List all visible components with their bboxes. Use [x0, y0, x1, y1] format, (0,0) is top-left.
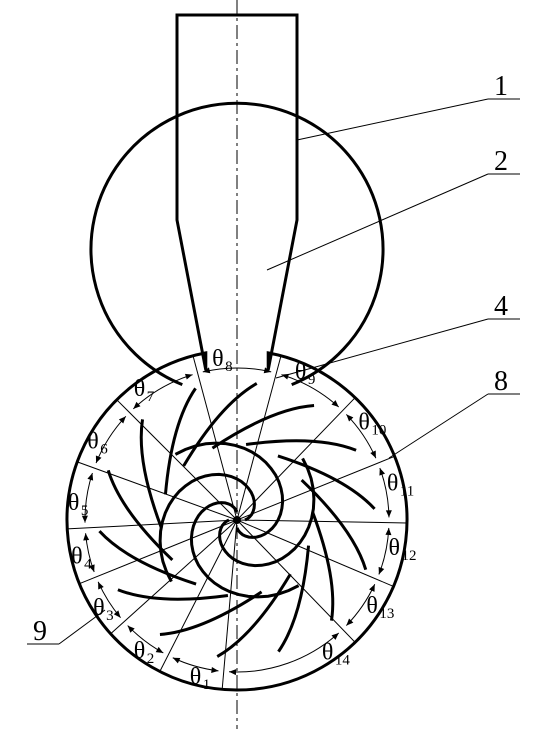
theta-label: θ — [212, 346, 224, 372]
callout-leader — [276, 319, 488, 378]
radial-line — [67, 520, 237, 529]
theta-sub: 12 — [402, 548, 417, 564]
theta-sub: 10 — [371, 423, 386, 439]
theta-sub: 6 — [100, 441, 108, 457]
theta-sub: 7 — [147, 389, 155, 405]
callout-number: 1 — [494, 71, 508, 102]
theta-label: θ — [87, 428, 99, 454]
diffuser-vane — [118, 590, 228, 600]
theta-sub: 11 — [400, 484, 414, 500]
diffuser-vane — [99, 531, 196, 584]
radial-line — [79, 520, 237, 584]
callout-leader — [59, 610, 105, 644]
radial-line — [237, 520, 407, 523]
diffuser-vane — [246, 441, 356, 451]
callout-leader — [267, 174, 488, 270]
theta-label: θ — [190, 664, 202, 690]
diffuser-vane — [141, 419, 161, 528]
callout-number: 4 — [494, 291, 508, 322]
theta-sub: 14 — [335, 653, 351, 669]
callout-number: 2 — [494, 146, 508, 177]
radial-line — [237, 356, 281, 520]
theta-label: θ — [134, 638, 146, 664]
theta-sub: 9 — [308, 372, 316, 388]
theta-label: θ — [71, 543, 83, 569]
diffuser-vane — [165, 388, 195, 494]
theta-sub: 13 — [379, 606, 394, 622]
theta-label: θ — [387, 471, 399, 497]
impeller-hub — [233, 516, 241, 524]
theta-sub: 2 — [147, 651, 155, 667]
theta-label: θ — [366, 593, 378, 619]
callout-number: 9 — [33, 616, 47, 647]
diffuser-vane — [278, 456, 375, 509]
theta-sub: 5 — [81, 503, 89, 519]
sector-arc — [379, 528, 389, 575]
radial-line — [77, 462, 237, 520]
theta-sub: 8 — [225, 359, 233, 375]
callout-leader — [389, 394, 488, 458]
impeller-blade — [220, 458, 314, 565]
theta-label: θ — [358, 410, 370, 436]
theta-sub: 4 — [84, 556, 92, 572]
diffuser-vane — [184, 383, 257, 465]
theta-sub: 1 — [203, 677, 211, 693]
callout-leader — [297, 99, 488, 140]
theta-sub: 3 — [106, 608, 114, 624]
radial-line — [237, 456, 395, 520]
theta-label: θ — [389, 535, 401, 561]
theta-label: θ — [322, 640, 334, 666]
diffuser-vane — [278, 546, 308, 652]
theta-label: θ — [134, 376, 146, 402]
callout-number: 8 — [494, 366, 508, 397]
radial-line — [237, 520, 393, 586]
diffuser-vane — [313, 512, 333, 621]
theta-label: θ — [68, 490, 80, 516]
